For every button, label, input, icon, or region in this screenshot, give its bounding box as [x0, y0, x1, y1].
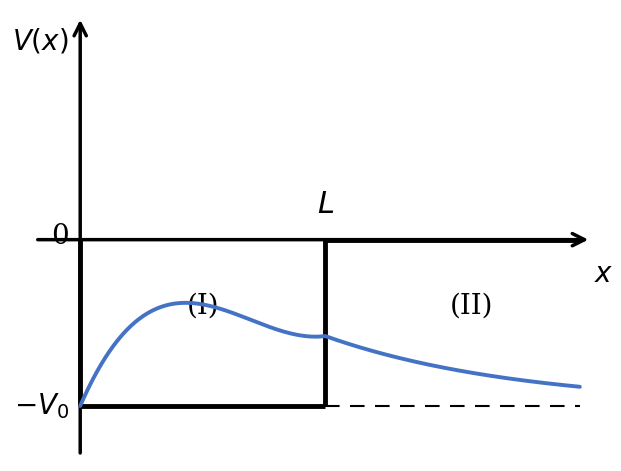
Text: (II): (II): [450, 292, 493, 320]
Text: $x$: $x$: [594, 261, 614, 288]
Text: $-V_0$: $-V_0$: [14, 391, 69, 421]
Text: 0: 0: [51, 223, 69, 250]
Text: (I): (I): [186, 292, 219, 320]
Text: $V(x)$: $V(x)$: [12, 27, 69, 56]
Text: $L$: $L$: [317, 189, 334, 219]
